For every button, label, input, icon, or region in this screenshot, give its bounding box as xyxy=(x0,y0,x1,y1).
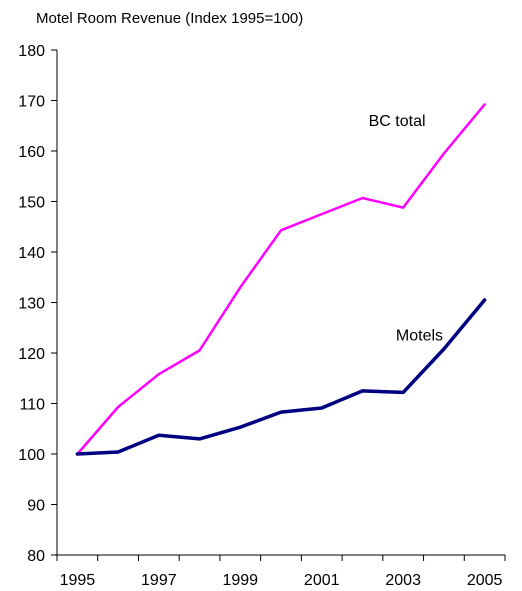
axes: 80 90 100 110 120 130 140 150 160 170 180 1995 1997 1… xyxy=(18,43,506,589)
series-label-motels: Motels xyxy=(396,327,443,344)
series-lines xyxy=(75,103,487,456)
x-tick-label: 2005 xyxy=(467,572,503,589)
y-tick-label: 150 xyxy=(18,195,45,212)
y-tick-label: 100 xyxy=(18,447,45,464)
series-line-motels xyxy=(75,298,487,456)
x-tick-label: 2003 xyxy=(385,572,421,589)
x-tick-label: 1997 xyxy=(141,572,177,589)
y-tick-label: 170 xyxy=(18,94,45,111)
x-tick-label: 1999 xyxy=(222,572,258,589)
y-tick-label: 80 xyxy=(27,548,45,565)
chart-title: Motel Room Revenue (Index 1995=100) xyxy=(36,10,303,27)
y-tick-label: 140 xyxy=(18,245,45,262)
series-line-bc-total xyxy=(76,103,486,456)
y-tick-label: 120 xyxy=(18,346,45,363)
series-labels: BC total Motels xyxy=(369,113,443,345)
y-tick-label: 90 xyxy=(27,498,45,515)
x-tick-label: 1995 xyxy=(60,572,96,589)
y-tick-label: 160 xyxy=(18,144,45,161)
y-tick-label: 180 xyxy=(18,43,45,60)
x-tick-label: 2001 xyxy=(304,572,340,589)
y-tick-label: 130 xyxy=(18,296,45,313)
series-label-bc-total: BC total xyxy=(369,113,426,130)
y-tick-label: 110 xyxy=(19,397,45,414)
